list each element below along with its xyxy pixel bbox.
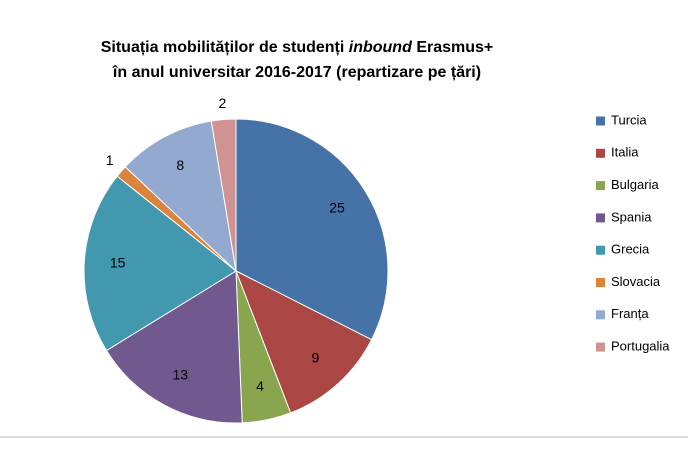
legend-swatch	[596, 245, 605, 255]
legend-label: Spania	[611, 209, 652, 224]
legend-swatch	[596, 213, 605, 223]
pie-slice	[83, 175, 237, 352]
pie-slice	[235, 118, 389, 341]
pie-slice	[124, 120, 237, 273]
title-part: inbound	[349, 39, 413, 56]
legend-label: Grecia	[611, 242, 650, 257]
legend-swatch	[596, 310, 605, 320]
chart-title: în anul universitar 2016-2017 (repartiza…	[112, 64, 481, 81]
title-part: Erasmus+	[416, 39, 493, 56]
title-part: Situația mobilităților de studenți	[101, 39, 345, 56]
data-label: 13	[172, 366, 188, 382]
legend-label: Franța	[611, 306, 649, 321]
data-label: 1	[106, 152, 114, 168]
legend-swatch	[596, 181, 605, 191]
pie-slice	[105, 270, 243, 424]
legend-label: Bulgaria	[611, 177, 659, 192]
pie-slice	[210, 118, 237, 272]
legend-swatch	[596, 342, 605, 352]
data-label: 2	[218, 95, 226, 111]
data-label: 9	[312, 350, 320, 366]
legend-label: Turcia	[611, 112, 647, 127]
pie-slice	[235, 269, 373, 414]
legend-label: Slovacia	[611, 274, 661, 289]
legend-label: Italia	[611, 145, 639, 160]
chart-title: Situația mobilităților de studenți inbou…	[101, 39, 494, 56]
data-label: 15	[110, 254, 126, 270]
legend-swatch	[596, 278, 605, 287]
legend-swatch	[596, 148, 605, 158]
data-label: 8	[176, 157, 184, 173]
legend-label: Portugalia	[611, 339, 670, 354]
data-label: 4	[256, 378, 264, 394]
data-label: 25	[329, 200, 345, 216]
legend-swatch	[596, 116, 605, 126]
